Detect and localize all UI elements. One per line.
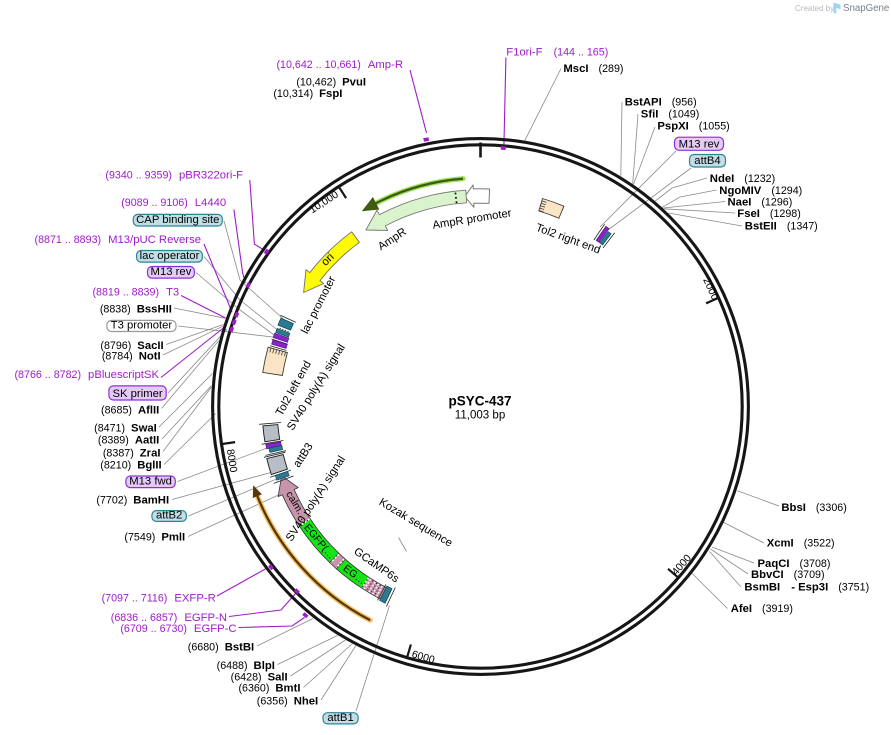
svg-text:SK primer: SK primer bbox=[112, 388, 162, 400]
svg-text:NgoMIV(1294): NgoMIV (1294) bbox=[719, 185, 802, 197]
svg-text:(8796)SacII: (8796) SacII bbox=[100, 340, 163, 352]
svg-text:(6360)BmtI: (6360) BmtI bbox=[238, 683, 300, 695]
svg-text:M13 fwd: M13 fwd bbox=[129, 476, 172, 488]
svg-text:attB4: attB4 bbox=[694, 155, 720, 167]
svg-text:(7549)PmlI: (7549) PmlI bbox=[124, 532, 185, 544]
svg-text:FseI(1298): FseI (1298) bbox=[737, 208, 801, 220]
svg-text:(8685)AflII: (8685) AflII bbox=[101, 405, 159, 417]
svg-text:attB2: attB2 bbox=[156, 509, 182, 521]
svg-text:BstAPI(956): BstAPI (956) bbox=[625, 97, 697, 109]
svg-text:(8210)BglII: (8210) BglII bbox=[100, 460, 161, 472]
svg-text:(7702)BamHI: (7702) BamHI bbox=[96, 495, 169, 507]
svg-text:(6356)NheI: (6356) NheI bbox=[257, 696, 318, 708]
svg-text:F1ori-F(144 .. 165): F1ori-F (144 .. 165) bbox=[506, 47, 608, 59]
svg-text:(9340 .. 9359)pBR322ori-F: (9340 .. 9359) pBR322ori-F bbox=[105, 170, 243, 182]
svg-text:(9089 .. 9106)L4440: (9089 .. 9106) L4440 bbox=[121, 197, 226, 209]
svg-text:(8387)ZraI: (8387) ZraI bbox=[103, 448, 161, 460]
svg-text:M13 rev: M13 rev bbox=[151, 266, 192, 278]
svg-text:M13 rev: M13 rev bbox=[679, 138, 720, 150]
svg-text:(8819 .. 8839)T3: (8819 .. 8839) T3 bbox=[92, 287, 179, 299]
svg-text:(10,314)FspI: (10,314) FspI bbox=[273, 88, 342, 100]
svg-text:(6709 .. 6730)EGFP-C: (6709 .. 6730) EGFP-C bbox=[120, 623, 236, 635]
svg-text:attB1: attB1 bbox=[327, 712, 353, 724]
svg-text:CAP binding site: CAP binding site bbox=[136, 214, 219, 226]
svg-text:SnapGene: SnapGene bbox=[843, 3, 889, 14]
svg-text:(6428)SalI: (6428) SalI bbox=[231, 672, 288, 684]
svg-text:T3 promoter: T3 promoter bbox=[111, 320, 173, 332]
svg-text:(8871 .. 8893)M13/pUC Reverse: (8871 .. 8893) M13/pUC Reverse bbox=[35, 234, 201, 246]
svg-text:(6836 .. 6857)EGFP-N: (6836 .. 6857) EGFP-N bbox=[111, 612, 227, 624]
svg-text:(7097 .. 7116)EXFP-R: (7097 .. 7116) EXFP-R bbox=[102, 593, 216, 605]
svg-text:pSYC-437: pSYC-437 bbox=[448, 394, 511, 409]
svg-text:(8389)AatII: (8389) AatII bbox=[98, 435, 159, 447]
svg-text:(10,642 .. 10,661)Amp-R: (10,642 .. 10,661) Amp-R bbox=[276, 59, 403, 71]
svg-text:(10,462)PvuI: (10,462) PvuI bbox=[296, 77, 366, 89]
svg-text:AfeI(3919): AfeI (3919) bbox=[731, 603, 793, 615]
svg-text:(8471)SwaI: (8471) SwaI bbox=[94, 423, 157, 435]
svg-text:SfiI(1049): SfiI (1049) bbox=[641, 109, 699, 121]
svg-text:lac operator: lac operator bbox=[140, 250, 200, 262]
svg-text:BsmBI- Esp3I(3751): BsmBI - Esp3I (3751) bbox=[744, 582, 869, 594]
svg-text:(8784)NotI: (8784) NotI bbox=[102, 351, 161, 363]
svg-text:(8838)BssHII: (8838) BssHII bbox=[100, 304, 172, 316]
svg-text:(8766 .. 8782)pBluescriptSK: (8766 .. 8782) pBluescriptSK bbox=[15, 369, 160, 381]
svg-text:(6680)BstBI: (6680) BstBI bbox=[188, 642, 254, 654]
svg-text:11,003 bp: 11,003 bp bbox=[455, 408, 506, 422]
svg-text:8000: 8000 bbox=[224, 448, 239, 473]
svg-text:Created by: Created by bbox=[795, 4, 834, 13]
svg-text:(6488)BlpI: (6488) BlpI bbox=[217, 660, 275, 672]
